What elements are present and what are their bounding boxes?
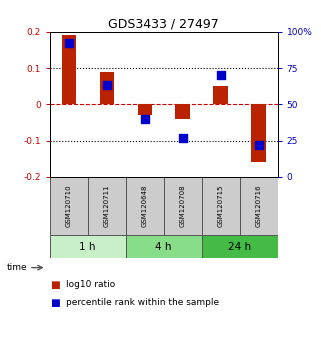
Point (180, 135, 185, 141)
Bar (202, 177, 240, 235)
Bar (62, 35, 76, 104)
Bar (100, 72, 114, 104)
Point (256, 142, 261, 148)
Point (142, 116, 147, 122)
Bar (251, 104, 266, 162)
Title: GDS3433 / 27497: GDS3433 / 27497 (108, 18, 219, 31)
Text: 1 h: 1 h (80, 241, 96, 252)
Point (66, 41, 71, 46)
Text: percentile rank within the sample: percentile rank within the sample (66, 298, 219, 307)
Bar (202, 235, 278, 258)
Text: GSM120716: GSM120716 (256, 184, 262, 227)
Text: GSM120648: GSM120648 (142, 184, 148, 227)
Text: 4 h: 4 h (155, 241, 172, 252)
Bar (176, 104, 190, 119)
Text: log10 ratio: log10 ratio (66, 280, 115, 290)
Bar (126, 177, 164, 235)
Bar (126, 235, 202, 258)
Text: GSM120711: GSM120711 (104, 184, 110, 227)
Bar (137, 104, 152, 115)
Bar (164, 177, 202, 235)
Point (104, 82, 109, 88)
Bar (50, 177, 88, 235)
Point (218, 73, 223, 78)
Text: GSM120708: GSM120708 (180, 184, 186, 227)
Text: GSM120710: GSM120710 (66, 184, 72, 227)
Text: GSM120715: GSM120715 (218, 184, 224, 227)
Bar (213, 86, 228, 104)
Text: time: time (6, 263, 27, 272)
Text: 24 h: 24 h (228, 241, 251, 252)
Bar (50, 235, 126, 258)
Text: ■: ■ (50, 298, 59, 308)
Text: ■: ■ (50, 280, 59, 290)
Bar (240, 177, 278, 235)
Bar (88, 177, 126, 235)
